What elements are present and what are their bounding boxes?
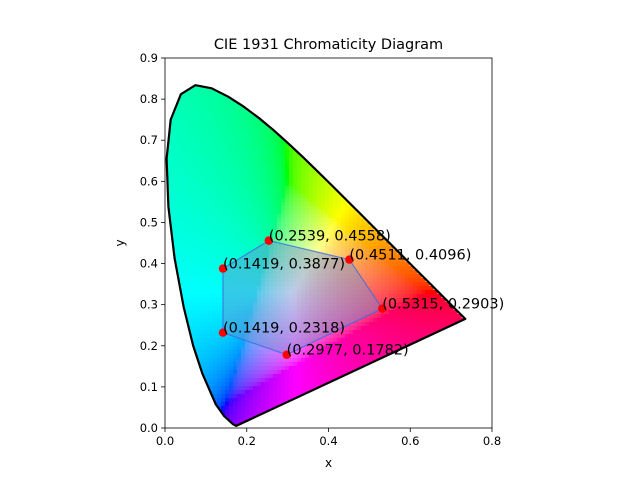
x-tick-label: 0.2 — [238, 434, 256, 448]
point-label: (0.1419, 0.2318) — [223, 321, 345, 337]
y-axis-label: y — [113, 239, 127, 246]
data-point — [218, 328, 228, 337]
x-axis-label: x — [325, 456, 332, 470]
data-point — [218, 264, 228, 273]
spectral-locus-outline — [165, 84, 467, 427]
x-axis-ticks: 0.0 0.2 0.4 0.6 0.8 — [156, 428, 501, 448]
point-label: (0.1419, 0.3877) — [223, 257, 345, 273]
point-label: (0.2977, 0.1782) — [287, 343, 409, 359]
y-tick-label: 0.7 — [140, 133, 158, 147]
y-tick-label: 0.4 — [140, 257, 158, 271]
x-tick-label: 0.8 — [483, 434, 501, 448]
y-tick-label: 0.0 — [140, 421, 158, 435]
x-tick-label: 0.6 — [401, 434, 419, 448]
data-point — [345, 255, 354, 264]
y-tick-label: 0.3 — [140, 298, 158, 312]
point-label: (0.2539, 0.4558) — [269, 229, 391, 245]
y-tick-label: 0.1 — [140, 380, 158, 394]
y-tick-label: 0.2 — [140, 339, 158, 353]
point-label: (0.4511, 0.4096) — [349, 248, 471, 264]
x-tick-label: 0.4 — [319, 434, 337, 448]
data-point — [264, 236, 273, 245]
data-points — [218, 236, 387, 359]
y-axis-ticks: 0.0 0.1 0.2 0.3 0.4 0.5 0.6 0.7 0.8 0.9 — [140, 51, 165, 435]
x-tick-label: 0.0 — [156, 434, 174, 448]
point-labels: (0.2539, 0.4558) (0.4511, 0.4096) (0.5315,… — [223, 229, 504, 359]
y-tick-label: 0.9 — [140, 51, 158, 65]
y-tick-label: 0.6 — [140, 174, 158, 188]
chart-title: CIE 1931 Chromaticity Diagram — [214, 37, 443, 53]
data-point — [282, 350, 291, 359]
point-label: (0.5315, 0.2903) — [382, 297, 504, 313]
data-point — [378, 304, 387, 313]
y-tick-label: 0.8 — [140, 92, 158, 106]
y-tick-label: 0.5 — [140, 215, 158, 229]
